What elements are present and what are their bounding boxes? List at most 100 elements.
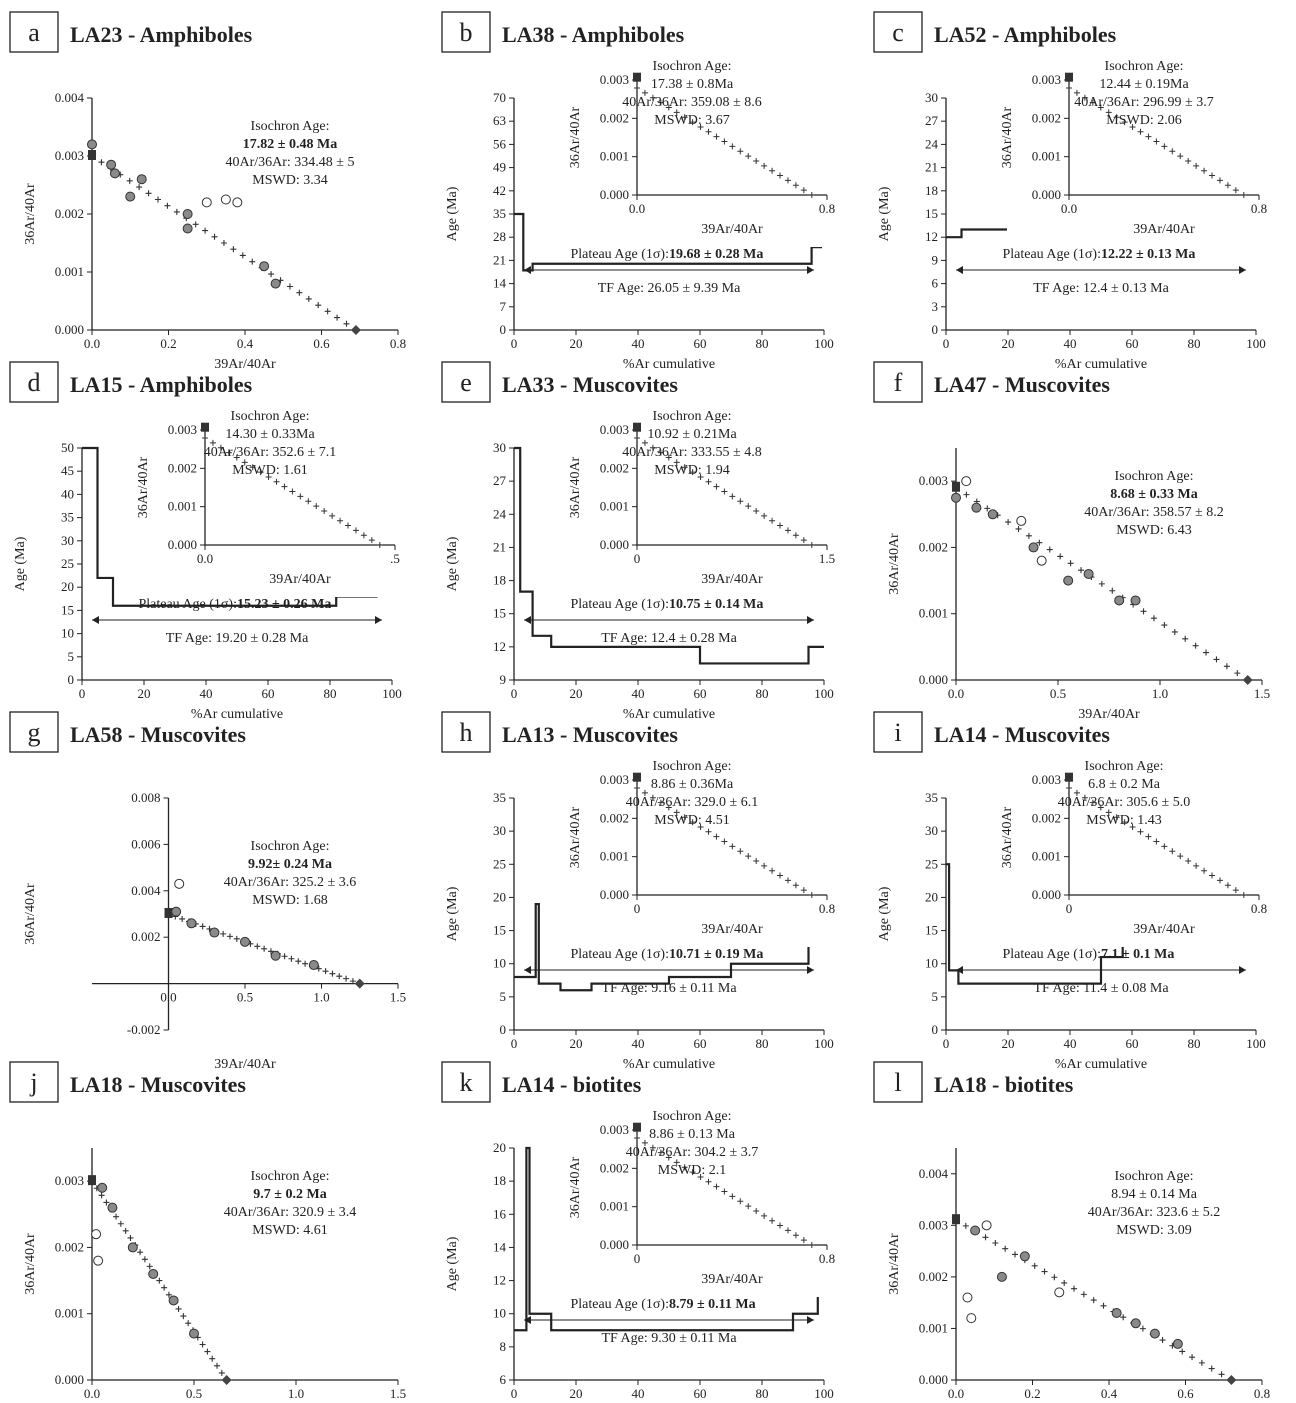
panel-c-isochron-annotation-3: MSWD: 2.06 xyxy=(1106,113,1181,128)
panel-f-isochron-cross xyxy=(1046,546,1053,553)
panel-a-isochron-cross xyxy=(220,240,227,246)
panel-c-isochron-annotation-2: 40Ar/36Ar: 296.99 ± 3.7 xyxy=(1074,95,1214,110)
panel-a-x-tick-label: 0.0 xyxy=(84,336,100,351)
panel-k-age-spectrum xyxy=(514,1146,824,1332)
panel-c-y-tick-label: 18 xyxy=(925,183,938,198)
panel-b-inset-isochron-cross xyxy=(753,157,760,164)
panel-i-inset-isochron-cross xyxy=(1066,785,1072,792)
panel-d-inset-isochron-cross xyxy=(265,473,272,480)
panel-i-inset-isochron-cross xyxy=(1232,887,1239,894)
panel-l-data-point-open xyxy=(962,1292,973,1303)
panel-l-isochron-cross xyxy=(1218,1371,1225,1378)
panel-d-x-tick-label: 40 xyxy=(200,686,213,701)
panel-e-inset-y-tick-label: 0.002 xyxy=(600,460,629,475)
panel-g-x-tick-label: 1.5 xyxy=(390,990,406,1005)
panel-d-inset-isochron-cross xyxy=(225,449,232,456)
panel-b-inset-isochron-cross xyxy=(713,133,720,140)
panel-c-x-tick-label: 60 xyxy=(1126,336,1139,351)
panel-f-x-tick-label: 0.5 xyxy=(1050,686,1066,701)
panel-b-letter-box xyxy=(441,11,491,53)
panel-e-inset-y-tick-label: 0.001 xyxy=(600,499,629,514)
panel-e-inset-x-tick-label: 1.5 xyxy=(819,551,835,566)
panel-a-isochron-annotation-0: Isochron Age: xyxy=(251,119,330,134)
panel-c-inset-isochron-cross xyxy=(1073,89,1080,96)
panel-c-title: LA52 - Amphiboles xyxy=(934,22,1117,47)
panel-c-inset-y-tick-label: 0.000 xyxy=(1032,187,1061,202)
panel-h-x-tick-label: 80 xyxy=(756,1036,769,1051)
panel-a-data-point-filled xyxy=(182,209,193,219)
panel-g-data-point-filled xyxy=(209,927,220,938)
panel-k-inset-isochron-cross xyxy=(681,1164,688,1171)
panel-k-inset-isochron-cross xyxy=(737,1198,744,1205)
panel-j-isochron-cross xyxy=(137,1249,144,1256)
panel-g-isochron-cross xyxy=(281,953,288,960)
panel-e-inset-isochron-cross xyxy=(800,537,807,544)
panel-j-isochron-cross xyxy=(98,1192,105,1199)
panel-i-inset-isochron-cross xyxy=(1097,804,1104,811)
panel-a-isochron-annotation-2: 40Ar/36Ar: 334.48 ± 5 xyxy=(225,155,354,170)
panel-b-y-tick-label: 49 xyxy=(493,160,506,175)
panel-j: j LA18 - Muscovites 0.0 0.5 1.0 1.5 0.000 0.001… xyxy=(9,1061,406,1401)
panel-d-inset-atmospheric-marker xyxy=(201,422,209,432)
panel-h-inset-isochron-cross xyxy=(792,882,799,889)
panel-j-isochron-cross xyxy=(161,1284,168,1291)
panel-b-inset-y-tick-label: 0.000 xyxy=(600,187,629,202)
panel-a-data-point-filled xyxy=(106,159,117,170)
panel-f-isochron-cross xyxy=(1171,628,1178,635)
panel-e-inset-isochron-cross xyxy=(753,507,760,514)
panel-e-inset-x-tick-label: 0 xyxy=(634,551,641,566)
panel-d-inset-x-tick-label: 0.0 xyxy=(197,551,213,566)
panel-a-isochron-cross xyxy=(211,233,218,240)
panel-c-inset-isochron-cross xyxy=(1153,138,1160,145)
panel-b-y-tick-label: 14 xyxy=(493,276,507,291)
panel-a-isochron-cross xyxy=(202,227,209,234)
panel-f-isochron-cross xyxy=(1213,656,1220,663)
panel-b-inset-isochron-cross xyxy=(634,85,640,92)
panel-a-data-point-filled xyxy=(87,139,97,150)
panel-b: b LA38 - Amphiboles 0 20 40 60 80 100 0 7 14 21 28 35… xyxy=(441,11,843,372)
panel-h-inset-isochron-cross xyxy=(784,877,791,884)
panel-a-isochron-cross xyxy=(334,314,341,321)
panel-f-letter-box xyxy=(873,361,923,403)
panel-g-y-tick-label: -0.002 xyxy=(127,1022,161,1037)
panel-c-inset-isochron-cross xyxy=(1113,114,1120,121)
panel-j-title: LA18 - Muscovites xyxy=(70,1072,246,1097)
panel-f-data-point-filled xyxy=(951,492,961,503)
panel-k-inset-isochron-cross xyxy=(665,1154,672,1161)
panel-c-inset-y-axis-label: 36Ar/40Ar xyxy=(1000,106,1015,168)
panel-g-x-tick-label: 1.0 xyxy=(313,990,329,1005)
panel-f-data-point-open xyxy=(1036,555,1047,566)
panel-j-isochron-cross xyxy=(204,1348,211,1355)
panel-j-isochron-cross xyxy=(103,1199,110,1206)
panel-a-y-axis-label: 36Ar/40Ar xyxy=(23,183,38,245)
panel-c-y-tick-label: 12 xyxy=(925,229,938,244)
panel-i-inset-atmospheric-marker xyxy=(1065,772,1073,782)
panel-h-inset-isochron-cross xyxy=(753,857,760,864)
panel-k-x-tick-label: 40 xyxy=(632,1386,645,1401)
panel-h-inset-isochron-cross xyxy=(800,887,807,894)
panel-g-isochron-cross xyxy=(295,958,302,965)
panel-a-data-point-filled xyxy=(270,278,281,289)
panel-f-isochron-annotation-1: 8.68 ± 0.33 Ma xyxy=(1110,487,1197,502)
panel-l-x-tick-label: 0.4 xyxy=(1101,1386,1118,1401)
panel-f-data-point-open xyxy=(961,476,972,487)
panel-k-inset-x-tick-label: 0 xyxy=(634,1251,641,1266)
panel-b-y-tick-label: 56 xyxy=(493,136,507,151)
panel-j-data-point-filled xyxy=(127,1242,138,1253)
panel-i-inset-isochron-cross xyxy=(1081,794,1088,801)
panel-l-data-point-filled xyxy=(1172,1338,1183,1349)
panel-k-inset-x-tick-label: 0.8 xyxy=(819,1251,835,1266)
panel-h-inset-atmospheric-marker xyxy=(633,772,641,782)
panel-j-data-point-filled xyxy=(168,1295,179,1306)
panel-h-tf-age: TF Age: 9.16 ± 0.11 Ma xyxy=(601,981,737,996)
panel-l-atmospheric-marker xyxy=(952,1214,960,1225)
panel-a-y-tick-label: 0.003 xyxy=(55,148,84,163)
panel-k-y-tick-label: 6 xyxy=(500,1372,507,1387)
panel-l-isochron-cross xyxy=(1061,1279,1068,1286)
panel-i-inset-isochron-cross xyxy=(1089,799,1096,806)
panel-l-data-point-filled xyxy=(1130,1318,1141,1329)
panel-h-inset-y-tick-label: 0.002 xyxy=(600,810,629,825)
panel-h-plateau-label: Plateau Age (1σ): xyxy=(570,947,669,962)
panel-h-y-tick-label: 10 xyxy=(493,956,506,971)
